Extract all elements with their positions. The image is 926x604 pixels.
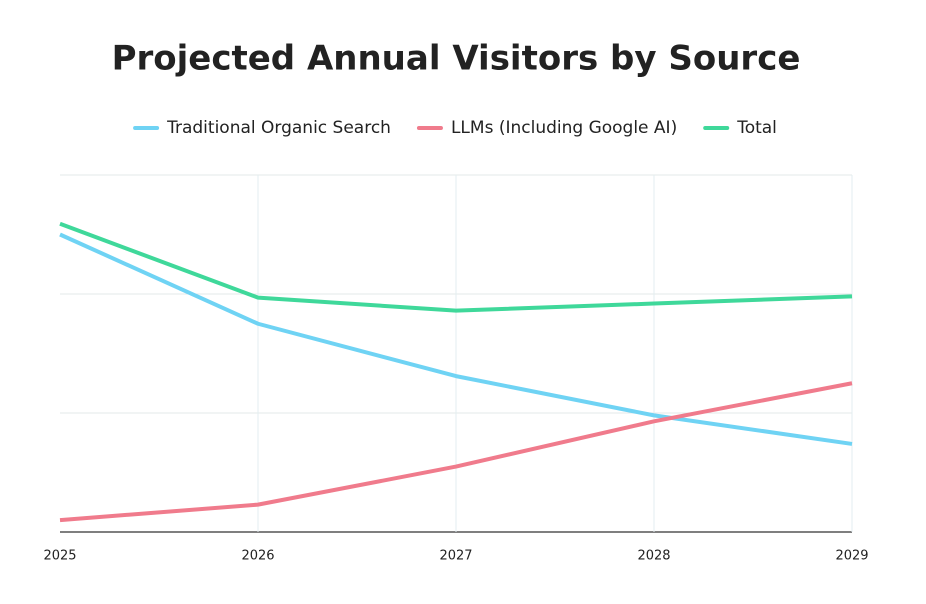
series-line	[59, 381, 853, 523]
chart-title: Projected Annual Visitors by Source	[112, 39, 801, 79]
x-tick-label: 2028	[637, 549, 670, 564]
x-tick-label: 2029	[835, 549, 868, 564]
series-line	[59, 232, 853, 446]
legend-label: LLMs (Including Google AI)	[451, 118, 677, 138]
x-tick-label: 2025	[43, 549, 76, 564]
legend-label: Total	[736, 118, 777, 138]
x-tick-label: 2026	[241, 549, 274, 564]
legend-label: Traditional Organic Search	[166, 118, 391, 138]
series-line	[59, 221, 853, 313]
x-tick-label: 2027	[439, 549, 472, 564]
